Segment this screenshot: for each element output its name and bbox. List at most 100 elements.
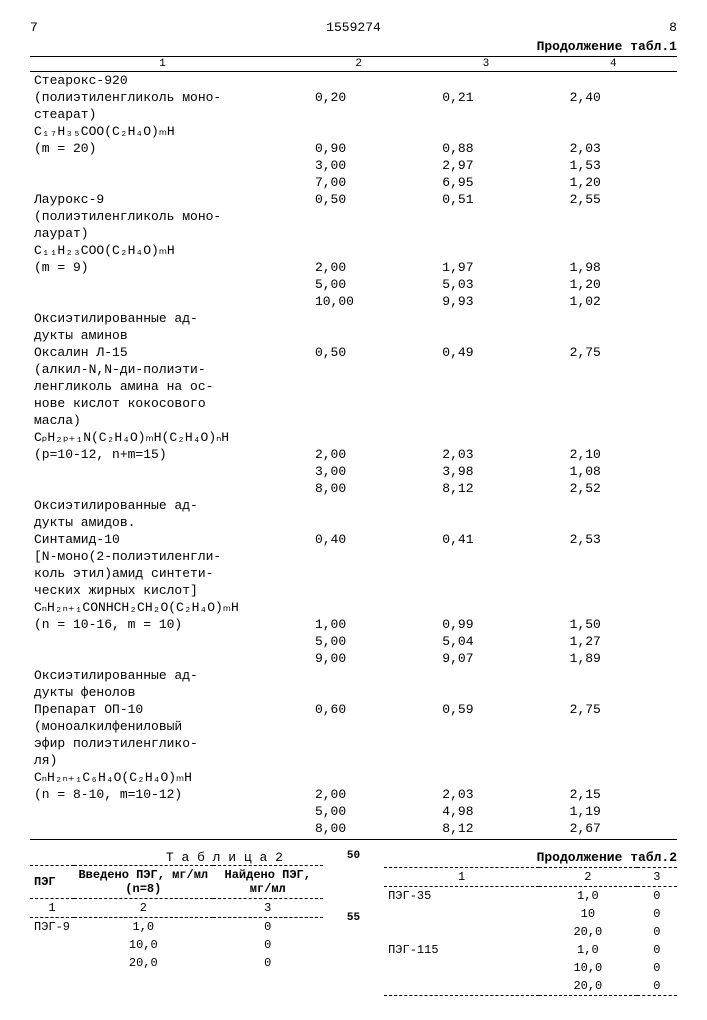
desc-cell [30, 157, 295, 174]
table-row: 20,00 [30, 954, 323, 972]
val-cell: 0,99 [422, 616, 549, 633]
val-cell [422, 548, 549, 565]
val-cell [550, 514, 677, 531]
val-cell: 0,20 [295, 89, 422, 106]
val-cell [550, 106, 677, 123]
val-cell: 9,00 [295, 650, 422, 667]
desc-cell: дукты фенолов [30, 684, 295, 701]
val-cell [422, 514, 549, 531]
table-row: эфир полиэтиленглико- [30, 735, 677, 752]
val-cell [550, 361, 677, 378]
table-row: CₚH₂ₚ₊₁N(C₂H₄O)ₘH(C₂H₄O)ₙH [30, 429, 677, 446]
table-row: 10,00 [30, 936, 323, 954]
desc-cell: нове кислот кокосового [30, 395, 295, 412]
val-cell: 2,00 [295, 259, 422, 276]
val-cell [422, 208, 549, 225]
val-cell: 1,89 [550, 650, 677, 667]
val-cell [550, 378, 677, 395]
val-cell: 3,98 [422, 463, 549, 480]
val-cell: 1,20 [550, 174, 677, 191]
val-cell [422, 735, 549, 752]
val-cell [550, 735, 677, 752]
table-row: 3,00 2,97 1,53 [30, 157, 677, 174]
val-cell: 1,20 [550, 276, 677, 293]
table-row: Синтамид-10 0,40 0,41 2,53 [30, 531, 677, 548]
val-cell: 4,98 [422, 803, 549, 820]
table-row: C₁₇H₃₅COO(C₂H₄O)ₘH [30, 123, 677, 140]
val-cell [550, 582, 677, 599]
val-cell: 8,00 [295, 820, 422, 837]
val-cell [550, 429, 677, 446]
desc-cell: (n = 10-16, m = 10) [30, 616, 295, 633]
val-cell: 2,10 [550, 446, 677, 463]
desc-cell [30, 276, 295, 293]
table-row: (n = 10-16, m = 10) 1,00 0,99 1,50 [30, 616, 677, 633]
val-cell [295, 582, 422, 599]
val-cell [422, 769, 549, 786]
val-cell: 2,53 [550, 531, 677, 548]
val-cell: 10,00 [295, 293, 422, 310]
table-row: Оксиэтилированные ад- [30, 310, 677, 327]
val-cell [295, 548, 422, 565]
val-cell [422, 106, 549, 123]
val-cell [295, 684, 422, 701]
val-cell [550, 242, 677, 259]
val-cell: 5,04 [422, 633, 549, 650]
desc-cell [30, 463, 295, 480]
desc-cell: ленгликоль амина на ос- [30, 378, 295, 395]
t2-h2: Введено ПЭГ, мг/мл (n=8) [74, 866, 213, 899]
desc-cell: эфир полиэтиленглико- [30, 735, 295, 752]
val-cell [295, 769, 422, 786]
val-cell: 5,00 [295, 633, 422, 650]
table-row: [N-моно(2-полиэтиленгли- [30, 548, 677, 565]
val-cell: 5,00 [295, 803, 422, 820]
val-cell [422, 684, 549, 701]
desc-cell: масла) [30, 412, 295, 429]
val-cell: 1,00 [295, 616, 422, 633]
desc-cell: CₙH₂ₙ₊₁C₆H₄O(C₂H₄O)ₘH [30, 769, 295, 786]
val-cell [422, 752, 549, 769]
desc-cell: CₙH₂ₙ₊₁CONHCH₂CH₂O(C₂H₄O)ₘH [30, 599, 295, 616]
table-row: 10,00 9,93 1,02 [30, 293, 677, 310]
desc-cell [30, 650, 295, 667]
desc-cell [30, 480, 295, 497]
val-cell [295, 429, 422, 446]
desc-cell: Лаурокс-9 [30, 191, 295, 208]
table-row: 100 [384, 905, 677, 923]
desc-cell: Оксиэтилированные ад- [30, 310, 295, 327]
table-row: 5,00 4,98 1,19 [30, 803, 677, 820]
table-row: C₁₁H₂₃COO(C₂H₄O)ₘH [30, 242, 677, 259]
desc-cell: стеарат) [30, 106, 295, 123]
table-row: Препарат ОП-10 0,60 0,59 2,75 [30, 701, 677, 718]
val-cell [550, 327, 677, 344]
val-cell: 1,98 [550, 259, 677, 276]
val-cell: 8,12 [422, 480, 549, 497]
line-marker-50: 50 55 [343, 850, 364, 1000]
val-cell [550, 684, 677, 701]
val-cell [550, 225, 677, 242]
val-cell [422, 327, 549, 344]
val-cell: 2,75 [550, 701, 677, 718]
table-2-cont: 1 2 3 ПЭГ-351,0010020,00ПЭГ-1151,0010,00… [384, 867, 677, 1000]
val-cell [422, 395, 549, 412]
val-cell [422, 599, 549, 616]
table-row: (моноалкилфениловый [30, 718, 677, 735]
val-cell [422, 582, 549, 599]
table-row: ПЭГ-1151,00 [384, 941, 677, 959]
table-row: (полиэтиленгликоль моно- [30, 208, 677, 225]
val-cell: 2,00 [295, 786, 422, 803]
desc-cell: [N-моно(2-полиэтиленгли- [30, 548, 295, 565]
val-cell: 0,41 [422, 531, 549, 548]
desc-cell: дукты амидов. [30, 514, 295, 531]
table-row: Лаурокс-9 0,50 0,51 2,55 [30, 191, 677, 208]
val-cell [295, 752, 422, 769]
desc-cell: (моноалкилфениловый [30, 718, 295, 735]
desc-cell: C₁₁H₂₃COO(C₂H₄O)ₘH [30, 242, 295, 259]
val-cell [295, 310, 422, 327]
page-header: 7 1559274 8 [30, 20, 677, 35]
desc-cell: C₁₇H₃₅COO(C₂H₄O)ₘH [30, 123, 295, 140]
table-row: (алкил-N,N-ди-полиэти- [30, 361, 677, 378]
val-cell: 5,03 [422, 276, 549, 293]
val-cell: 0,21 [422, 89, 549, 106]
val-cell [295, 208, 422, 225]
